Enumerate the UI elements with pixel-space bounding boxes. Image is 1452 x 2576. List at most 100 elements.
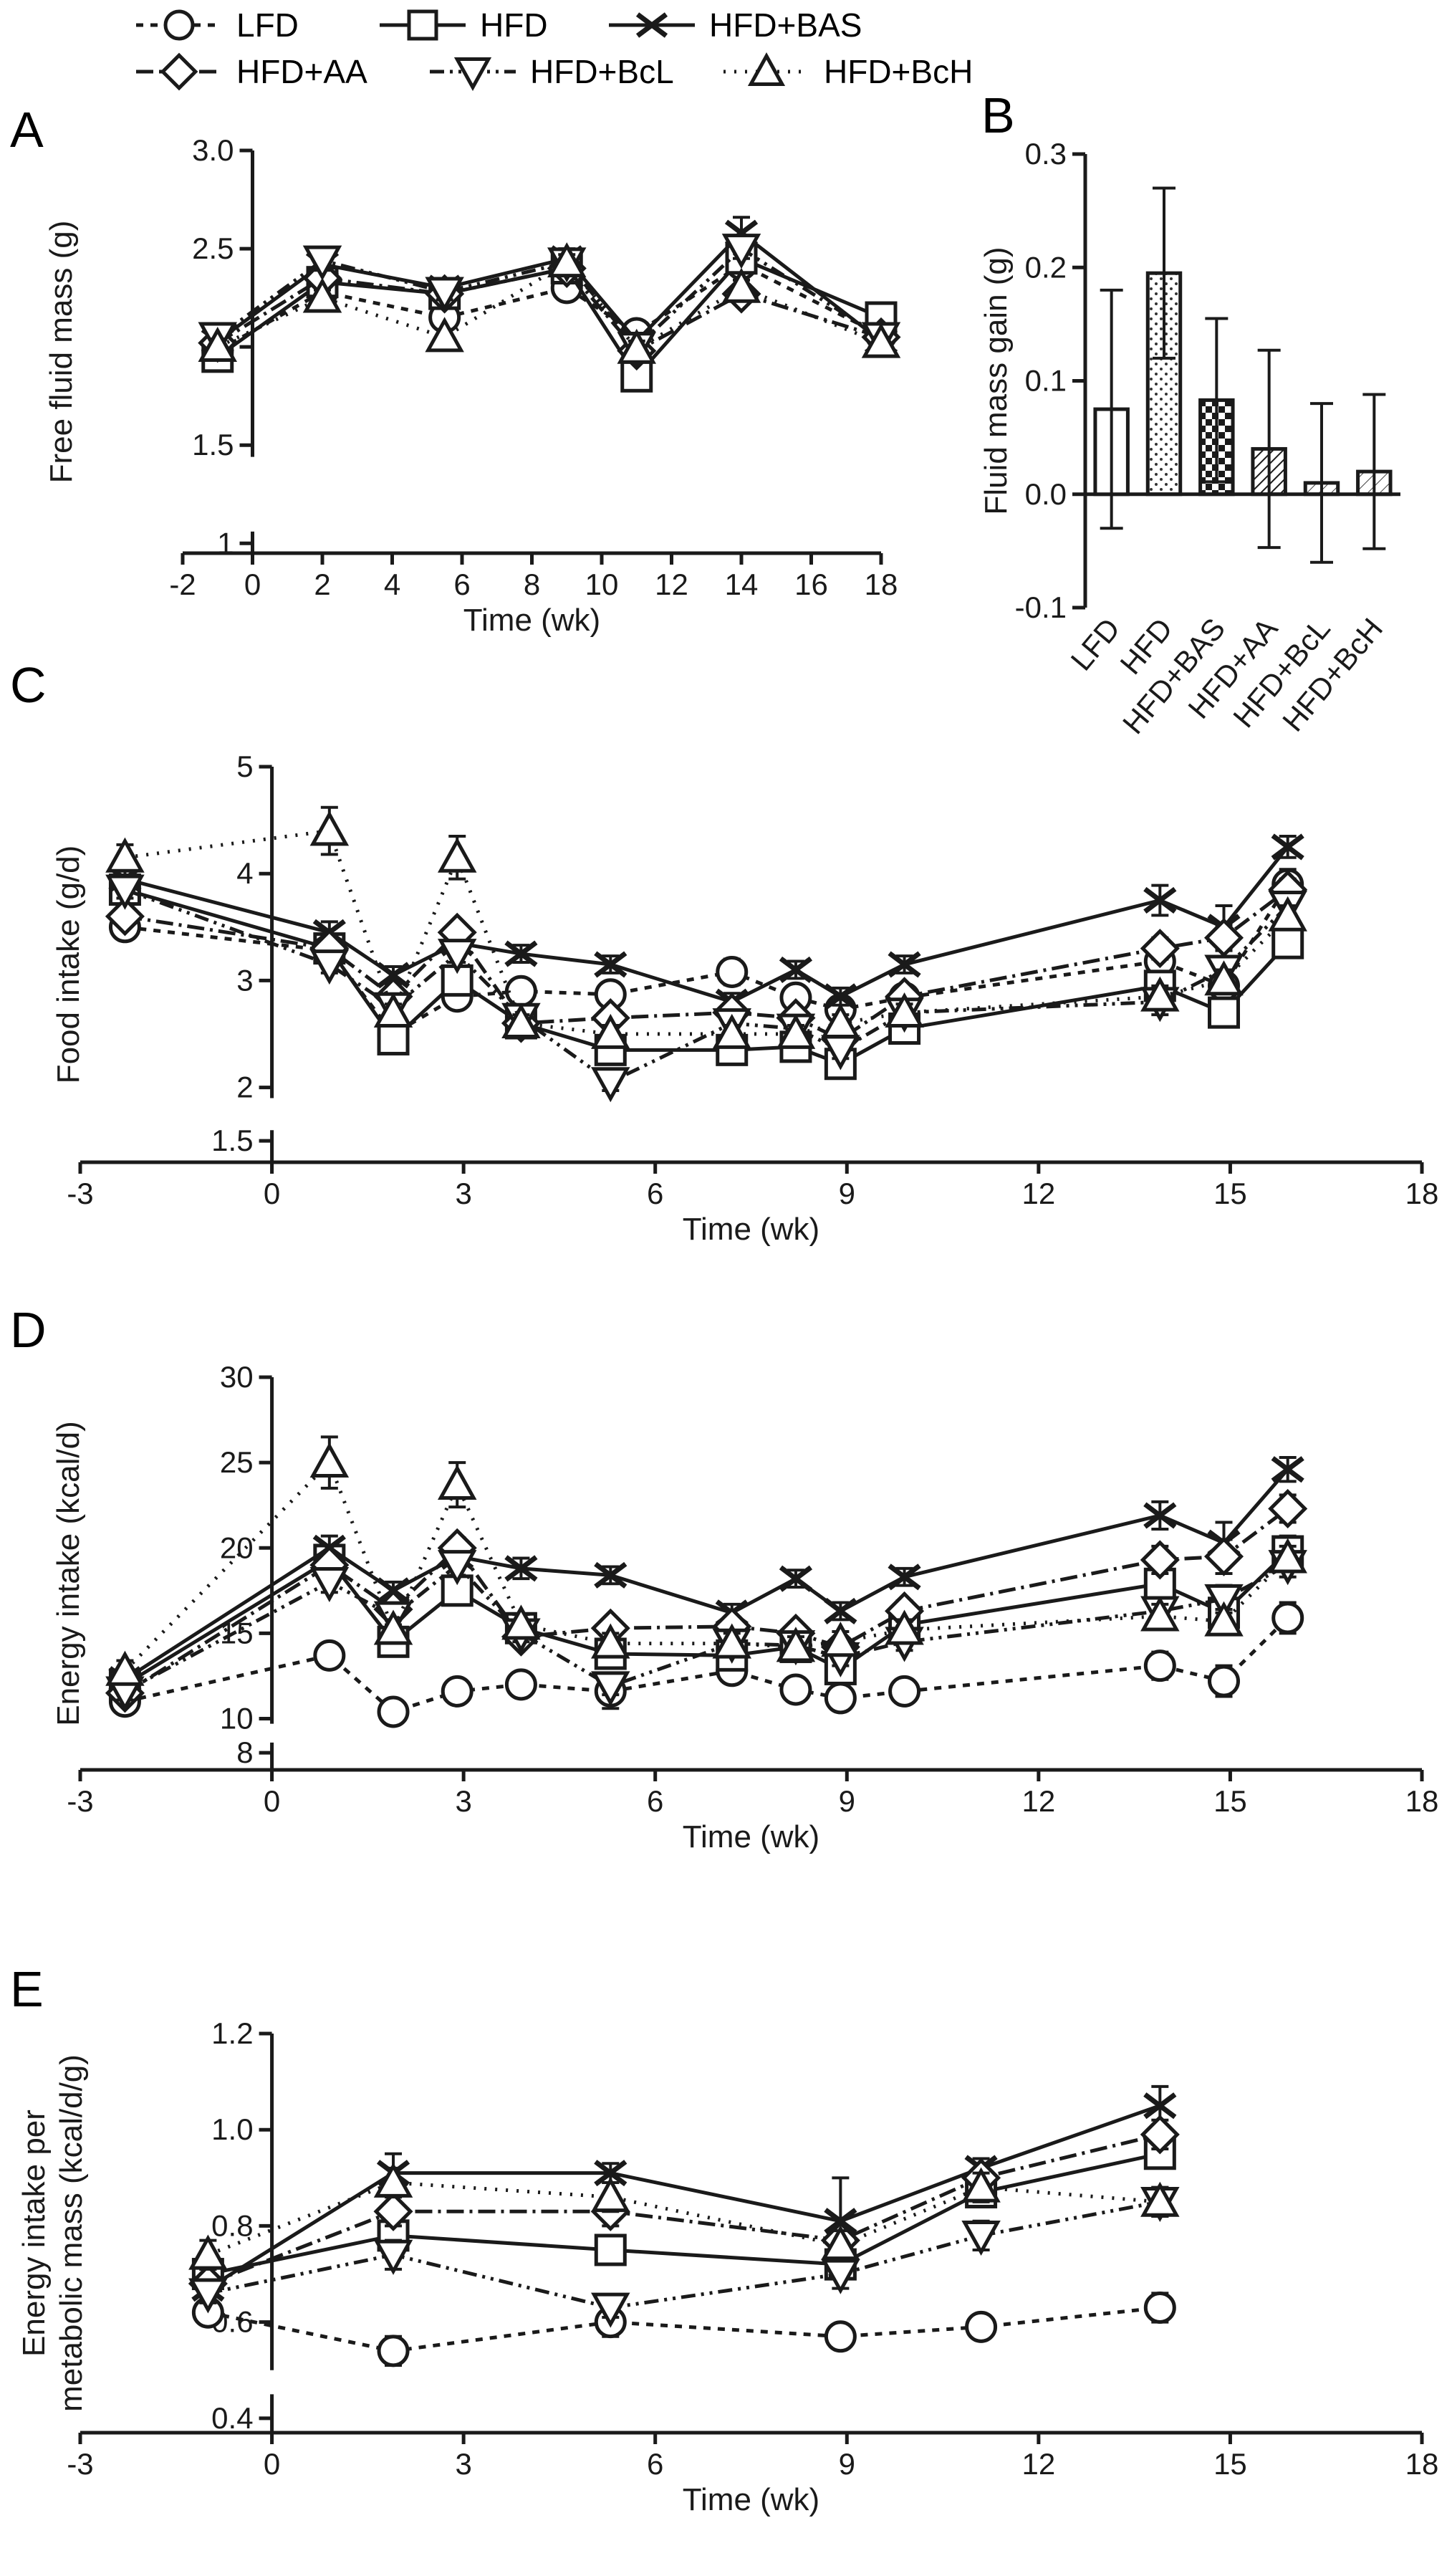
data-point-hfd-aa: [1268, 1488, 1308, 1528]
legend-label-hfd-bas: HFD+BAS: [709, 6, 862, 44]
x-axis-title: Time (wk): [683, 1212, 819, 1247]
panel-letter-a: A: [10, 102, 44, 158]
data-point-hfd-aa: [1140, 2115, 1180, 2155]
y-axis-title: Free fluid mass (g): [44, 221, 79, 484]
x-tick-label: 3: [455, 2447, 471, 2481]
x-tick-label: 6: [647, 1784, 663, 1818]
y-tick-label: 0.8: [211, 2208, 253, 2242]
x-axis-title: Time (wk): [463, 603, 600, 638]
x-tick-label: 9: [839, 2447, 855, 2481]
legend-entry-hfd-aa: HFD+AA: [136, 52, 367, 91]
data-point-hfd-bch: [1140, 1596, 1180, 1632]
data-point-lfd: [779, 1673, 812, 1706]
data-point-hfd-bch: [721, 267, 761, 303]
legend-marker-hfd-aa: [160, 52, 198, 91]
series-line-hfd-bcl: [207, 2200, 1160, 2310]
data-point-hfd-aa: [1140, 929, 1180, 969]
x-tick-label: 3: [455, 1784, 471, 1818]
panel-letter-b: B: [981, 87, 1015, 143]
data-point-hfd-aa: [373, 2191, 413, 2231]
data-point-hfd-bas: [824, 1597, 857, 1624]
data-point-hfd-bch: [712, 1013, 751, 1049]
data-point-hfd-bch: [373, 1609, 413, 1645]
y-tick-label: 2: [236, 1071, 253, 1104]
y-tick-label: 1.0: [211, 2112, 253, 2146]
series-hfd-bch: [105, 1435, 1307, 1686]
y-tick-label: 0.4: [211, 2401, 253, 2435]
data-point-lfd: [1143, 1649, 1176, 1682]
data-point-hfd-bas: [888, 1564, 921, 1591]
series-line-hfd-bas: [124, 1468, 1289, 1681]
bar-error-hfd: [1153, 186, 1175, 360]
legend-marker-hfd-bcl: [453, 57, 492, 91]
bar-error-hfd-bcl: [1310, 402, 1333, 564]
data-point-hfd: [1208, 996, 1241, 1029]
x-tick-label: 4: [384, 568, 400, 601]
x-tick-label: 0: [264, 1177, 280, 1210]
data-point-hfd-bch: [105, 837, 145, 873]
series-lfd: [108, 1601, 1304, 1728]
data-point-hfd-bas: [594, 1561, 628, 1589]
legend-marker-hfd: [407, 9, 438, 41]
x-tick-label: 6: [647, 1177, 663, 1210]
y-tick-label: 20: [220, 1531, 254, 1564]
data-point-hfd-bcl: [188, 2278, 228, 2314]
data-point-hfd-bas: [779, 1565, 813, 1592]
y-tick-label: 5: [236, 750, 253, 783]
data-point-hfd-bch: [1268, 896, 1307, 932]
series-line-lfd: [207, 2306, 1160, 2353]
series-line-hfd: [124, 1550, 1289, 1687]
legend-entry-hfd-bch: HFD+BcH: [723, 52, 973, 90]
data-point-hfd-bcl: [309, 949, 350, 985]
data-point-hfd-aa: [105, 896, 145, 937]
y-tick-label: 1.5: [211, 1124, 253, 1157]
data-point-hfd-bch: [821, 2225, 860, 2261]
data-point-hfd-bch: [591, 1013, 630, 1049]
data-point-hfd-bch: [425, 317, 464, 353]
data-point-lfd: [313, 1639, 346, 1672]
legend-label-hfd-aa: HFD+AA: [236, 53, 367, 90]
legend: LFD HFD HFD+BAS HFD+AA HFD+BcL HFD+BcH: [136, 6, 973, 91]
data-point-hfd-bch: [591, 1623, 630, 1659]
x-tick-label: 6: [453, 568, 470, 601]
data-point-hfd-bch: [1204, 960, 1244, 996]
data-point-hfd-bch: [373, 992, 413, 1028]
y-tick-label: 4: [236, 856, 253, 890]
bar-error-lfd: [1100, 288, 1123, 530]
x-tick-label: 0: [264, 1784, 280, 1818]
data-point-hfd-bas: [779, 956, 813, 984]
data-point-hfd-bch: [591, 2177, 630, 2213]
series-hfd-bas: [108, 833, 1304, 1015]
y-tick-label: 1.5: [192, 428, 234, 461]
x-tick-label: 9: [839, 1784, 855, 1818]
x-tick-label: 12: [1021, 2447, 1055, 2481]
x-tick-label: 8: [524, 568, 540, 601]
series-line-hfd-aa: [207, 2132, 1160, 2286]
legend-marker-lfd: [163, 9, 195, 41]
series-line-hfd-bcl: [124, 888, 1289, 1085]
x-tick-label: 14: [725, 568, 759, 601]
series-hfd-bas: [191, 2084, 1177, 2304]
x-tick-label: 9: [839, 1177, 855, 1210]
y-tick-label: 30: [220, 1360, 254, 1394]
legend-entry-hfd-bcl: HFD+BcL: [430, 53, 674, 91]
data-point-hfd-bcl: [721, 234, 761, 269]
data-point-hfd-bcl: [591, 2292, 630, 2328]
y-tick-label: 0.3: [1025, 137, 1067, 171]
x-tick-label: 18: [1405, 1177, 1439, 1210]
data-point-hfd-bcl: [591, 1671, 630, 1707]
data-point-hfd-bas: [1143, 2092, 1177, 2120]
data-point-hfd-bcl: [425, 277, 464, 312]
data-point-hfd-bcl: [1204, 1584, 1244, 1619]
data-point-hfd-bas: [1271, 833, 1304, 861]
bar-error-hfd-bch: [1362, 393, 1386, 550]
data-point-hfd-bch: [776, 1013, 816, 1049]
y-axis-title: Food intake (g/d): [51, 846, 86, 1084]
series-hfd-bch: [105, 805, 1307, 1049]
x-tick-label: 12: [1021, 1784, 1055, 1818]
data-point-hfd-bas: [594, 951, 628, 978]
data-point-hfd-bch: [105, 1650, 145, 1686]
data-point-hfd-bcl: [437, 939, 477, 975]
series-line-hfd-bas: [207, 2104, 1161, 2290]
